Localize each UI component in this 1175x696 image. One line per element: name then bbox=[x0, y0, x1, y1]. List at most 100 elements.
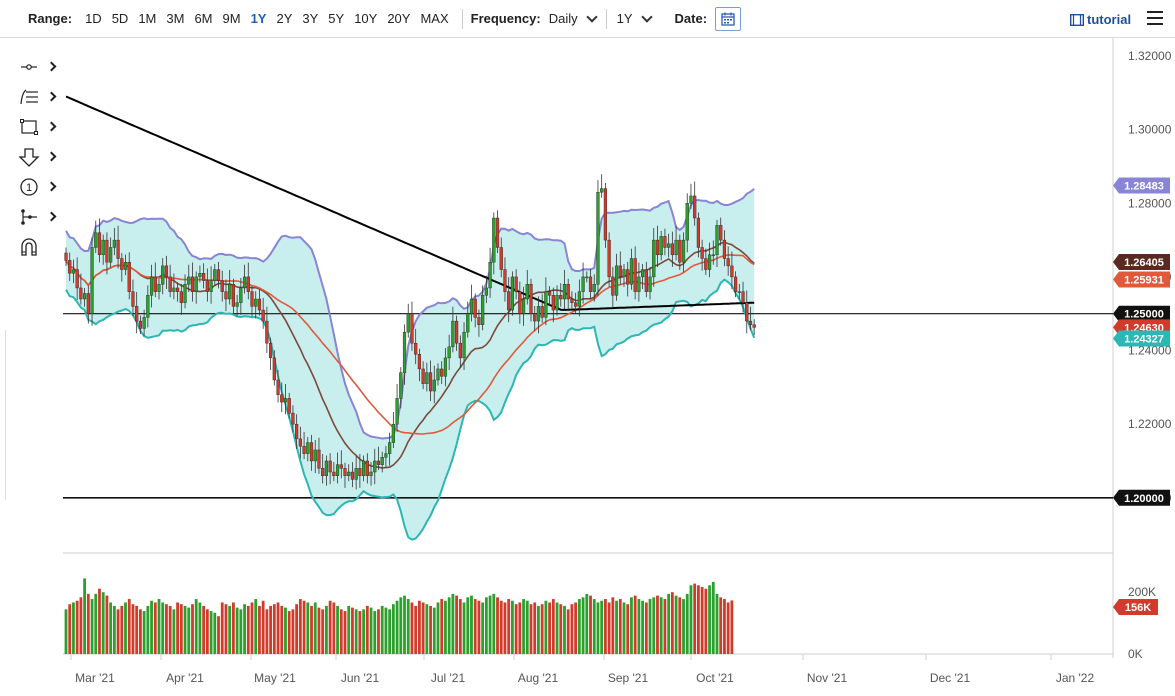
candle-body bbox=[112, 239, 116, 248]
volume-bar bbox=[157, 599, 161, 654]
volume-bar bbox=[447, 597, 451, 654]
volume-bar bbox=[172, 609, 176, 654]
candle-body bbox=[637, 276, 641, 292]
range-button-9m[interactable]: 9M bbox=[222, 11, 241, 26]
volume-bar bbox=[250, 602, 254, 654]
volume-axis-label: 0K bbox=[1128, 647, 1143, 661]
volume-bar bbox=[663, 599, 667, 654]
candle-body bbox=[175, 287, 180, 292]
volume-bar bbox=[64, 609, 68, 654]
candle-body bbox=[183, 284, 187, 303]
volume-bar bbox=[347, 605, 351, 654]
volume-axis-label: 200K bbox=[1128, 585, 1156, 599]
candle-body bbox=[120, 258, 124, 270]
frequency-dropdown[interactable]: Daily bbox=[549, 10, 598, 26]
volume-bar bbox=[228, 605, 232, 654]
range-button-20y[interactable]: 20Y bbox=[387, 11, 411, 26]
magnet-tool-button[interactable] bbox=[18, 232, 58, 262]
candle-body bbox=[611, 276, 615, 296]
candle-body bbox=[481, 295, 485, 325]
arrow-tool-button[interactable] bbox=[18, 142, 58, 172]
volume-bar bbox=[306, 602, 310, 654]
candle-body bbox=[410, 313, 414, 344]
price-chart[interactable]: 1.320001.300001.280001.260001.240001.220… bbox=[0, 38, 1175, 696]
candle-body bbox=[655, 239, 660, 256]
range-button-1y[interactable]: 1Y bbox=[250, 11, 267, 26]
volume-bar bbox=[153, 602, 157, 654]
price-label-text: 1.25931 bbox=[1124, 274, 1164, 286]
tutorial-link[interactable]: tutorial bbox=[1070, 12, 1131, 27]
volume-bar bbox=[581, 597, 585, 654]
price-label-badge bbox=[1113, 271, 1170, 288]
candle-body bbox=[469, 298, 474, 314]
measure-tool-button[interactable] bbox=[18, 202, 58, 232]
candle-body bbox=[533, 313, 537, 322]
chart-toolbar: Range: 1D 5D 1M 3M 6M 9M 1Y 2Y 3Y 5Y 10Y 20Y MAX Fre… bbox=[0, 0, 1175, 38]
volume-bar bbox=[239, 609, 243, 654]
candle-body bbox=[198, 273, 202, 278]
candle-body bbox=[566, 284, 570, 300]
volume-bar bbox=[592, 599, 596, 654]
range-button-3y[interactable]: 3Y bbox=[302, 11, 319, 26]
volume-bar bbox=[109, 602, 113, 654]
candle-body bbox=[484, 287, 488, 296]
candle-body bbox=[291, 412, 295, 425]
volume-bar bbox=[641, 600, 644, 654]
x-tick-label: Apr '21 bbox=[166, 671, 204, 685]
candle-body bbox=[335, 464, 340, 476]
range-button-1m[interactable]: 1M bbox=[138, 11, 157, 26]
range-button-1d[interactable]: 1D bbox=[85, 11, 102, 26]
range-button-3m[interactable]: 3M bbox=[166, 11, 185, 26]
range-button-5y[interactable]: 5Y bbox=[328, 11, 345, 26]
x-tick-label: Oct '21 bbox=[696, 671, 734, 685]
candle-body bbox=[458, 342, 462, 359]
volume-bar bbox=[298, 599, 302, 654]
candle-body bbox=[142, 317, 146, 329]
volume-bar bbox=[659, 597, 663, 654]
volume-bar bbox=[291, 609, 295, 654]
candle-body bbox=[540, 306, 544, 318]
fib-tool-button[interactable] bbox=[18, 82, 58, 112]
candle-body bbox=[536, 306, 541, 322]
range-button-5d[interactable]: 5D bbox=[111, 11, 129, 26]
volume-bar bbox=[455, 595, 458, 654]
candle-body bbox=[168, 276, 172, 292]
range-button-10y[interactable]: 10Y bbox=[354, 11, 378, 26]
candle-body bbox=[306, 442, 310, 454]
candle-body bbox=[157, 284, 161, 292]
range-button-2y[interactable]: 2Y bbox=[276, 11, 293, 26]
rectangle-tool-button[interactable] bbox=[18, 112, 58, 142]
candle-body bbox=[495, 217, 500, 248]
candle-body bbox=[190, 276, 195, 292]
candle-body bbox=[510, 276, 514, 311]
candle-body bbox=[127, 261, 131, 292]
candle-body bbox=[607, 239, 611, 278]
candle-body bbox=[462, 331, 466, 359]
volume-bar bbox=[369, 607, 373, 654]
candle-body bbox=[421, 368, 425, 384]
volume-bar bbox=[529, 604, 533, 654]
candle-body bbox=[384, 453, 388, 458]
number-tool-button[interactable]: 1 bbox=[18, 172, 58, 202]
candle-body bbox=[414, 342, 418, 355]
calendar-button[interactable] bbox=[715, 6, 742, 31]
volume-bar bbox=[563, 605, 566, 654]
range-button-6m[interactable]: 6M bbox=[194, 11, 213, 26]
line-tool-button[interactable] bbox=[18, 52, 58, 82]
candle-body bbox=[317, 449, 321, 469]
volume-bar bbox=[551, 599, 555, 654]
volume-bar bbox=[135, 605, 139, 654]
volume-bar bbox=[559, 604, 563, 654]
candle-body bbox=[391, 423, 395, 443]
hamburger-menu-button[interactable] bbox=[1147, 11, 1163, 25]
candle-body bbox=[518, 291, 522, 314]
range-button-max[interactable]: MAX bbox=[420, 11, 449, 26]
candle-body bbox=[428, 372, 433, 392]
candle-body bbox=[730, 265, 734, 278]
candle-body bbox=[734, 276, 738, 292]
candle-body bbox=[700, 247, 704, 259]
x-tick-label: Aug '21 bbox=[518, 671, 559, 685]
volume-bar bbox=[630, 597, 633, 654]
candle-body bbox=[600, 188, 604, 193]
period-dropdown[interactable]: 1Y bbox=[617, 10, 653, 26]
